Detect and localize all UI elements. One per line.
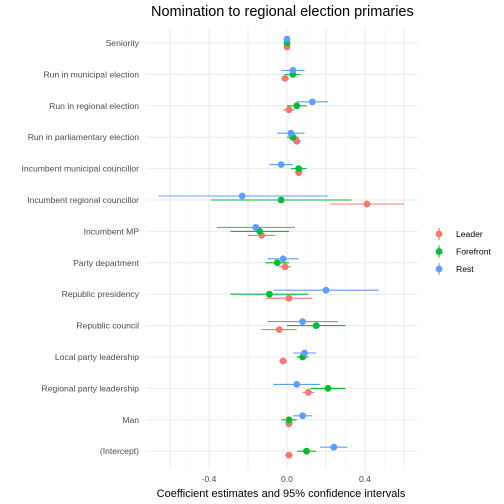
- point-leader: [285, 451, 293, 459]
- x-axis-title: Coefficient estimates and 95% confidence…: [157, 488, 406, 500]
- legend: Leader Forefront Rest: [435, 228, 491, 275]
- y-tick-label: Incumbent MP: [84, 226, 140, 236]
- point-leader: [281, 263, 289, 271]
- point-rest: [322, 286, 330, 294]
- point-leader: [285, 294, 293, 302]
- point-forefront: [273, 259, 281, 267]
- point-rest: [252, 224, 260, 231]
- point-rest: [299, 412, 306, 420]
- plot-panel: [146, 28, 418, 470]
- point-rest: [279, 255, 287, 263]
- point-rest: [301, 349, 308, 357]
- y-tick-label: Man: [122, 415, 139, 425]
- y-tick-label: Regional party leadership: [42, 383, 140, 393]
- point-forefront: [312, 322, 320, 329]
- point-leader: [305, 389, 312, 396]
- point-forefront: [324, 385, 332, 392]
- legend-key-point-rest: [435, 265, 443, 273]
- point-leader: [281, 75, 289, 82]
- y-tick-label: Run in parliamentary election: [28, 132, 140, 142]
- x-tick-label: -0.4: [202, 474, 217, 484]
- point-forefront: [293, 102, 301, 110]
- point-leader: [285, 106, 293, 114]
- legend-key-point-leader: [435, 230, 443, 238]
- x-axis-ticks: -0.4 0.0 0.4: [202, 474, 372, 484]
- y-tick-label: Seniority: [106, 38, 140, 48]
- y-tick-label: Run in municipal election: [43, 69, 139, 79]
- y-tick-label: (Intercept): [100, 446, 139, 456]
- point-rest: [308, 98, 316, 106]
- point-rest: [277, 161, 285, 169]
- point-rest: [283, 35, 291, 43]
- y-axis-labels: Seniority Run in municipal election Run in…: [21, 38, 139, 456]
- y-tick-label: Incumbent municipal councillor: [21, 164, 139, 174]
- point-rest: [299, 318, 306, 325]
- legend-key-point-forefront: [435, 248, 443, 255]
- y-tick-label: Republic council: [76, 321, 139, 331]
- legend-label-leader: Leader: [456, 229, 483, 239]
- point-leader: [275, 326, 283, 333]
- y-tick-label: Incumbent regional councillor: [27, 195, 139, 205]
- point-leader: [279, 357, 287, 365]
- y-tick-label: Run in regional election: [49, 101, 139, 111]
- legend-label-forefront: Forefront: [456, 247, 491, 257]
- y-tick-label: Republic presidency: [62, 289, 140, 299]
- point-forefront: [277, 196, 285, 204]
- chart-title: Nomination to regional election primarie…: [151, 4, 414, 20]
- point-rest: [330, 443, 338, 451]
- point-forefront: [295, 165, 303, 173]
- point-rest: [238, 192, 246, 200]
- point-forefront: [285, 416, 293, 424]
- y-tick-label: Party department: [73, 258, 140, 268]
- point-rest: [287, 129, 295, 137]
- marks-layer: [158, 35, 404, 459]
- y-tick-label: Local party leadership: [55, 352, 139, 362]
- x-tick-label: 0.4: [359, 474, 371, 484]
- x-tick-label: 0.0: [281, 474, 293, 484]
- point-rest: [289, 67, 297, 74]
- point-forefront: [303, 447, 310, 455]
- point-forefront: [266, 290, 273, 298]
- point-leader: [363, 200, 371, 208]
- legend-label-rest: Rest: [456, 264, 474, 274]
- point-rest: [293, 381, 301, 388]
